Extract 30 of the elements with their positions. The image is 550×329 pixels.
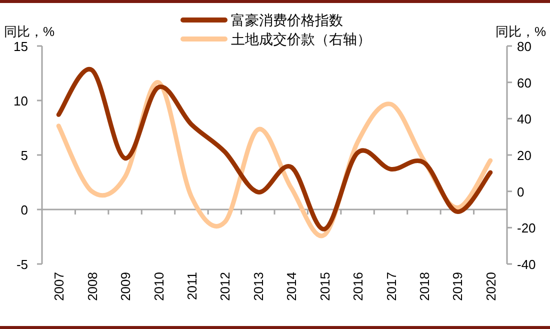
y-axis-title: 同比，%: [4, 24, 55, 39]
x-tick-label: 2009: [118, 272, 134, 301]
x-tick-label: 2012: [218, 272, 233, 301]
x-tick-label: 2017: [384, 272, 399, 301]
y2-tick-label: 80: [517, 39, 532, 54]
x-tick-label: 2007: [52, 272, 67, 301]
y-tick-label: 15: [14, 39, 28, 54]
y2-tick-label: -40: [517, 257, 536, 272]
y-tick-label: 0: [20, 202, 28, 218]
y-tick-label: 10: [14, 94, 28, 108]
x-tick-label: 2008: [84, 272, 100, 301]
x-tick-label: 2010: [151, 272, 166, 301]
x-tick-label: 2013: [250, 272, 266, 301]
legend-label: 土地成交价款（右轴）: [231, 31, 371, 47]
y2-tick-label: 40: [517, 112, 532, 127]
y2-tick-label: 60: [517, 75, 532, 90]
x-tick-label: 2011: [184, 272, 200, 300]
x-tick-label: 2016: [350, 272, 366, 301]
x-tick-label: 2015: [317, 272, 332, 301]
x-tick-label: 2018: [416, 272, 432, 301]
y2-tick-label: -20: [517, 220, 536, 236]
y2-axis-title: 同比，%: [495, 24, 546, 39]
y-tick-label: 5: [20, 148, 28, 163]
x-tick-label: 2019: [450, 272, 466, 301]
x-tick-label: 2020: [483, 272, 498, 301]
x-tick-label: 2014: [284, 272, 300, 301]
y-tick-label: -5: [16, 257, 28, 272]
y2-tick-label: 0: [517, 184, 524, 200]
legend-label: 富豪消费价格指数: [231, 12, 343, 28]
y2-tick-label: 20: [517, 148, 532, 163]
